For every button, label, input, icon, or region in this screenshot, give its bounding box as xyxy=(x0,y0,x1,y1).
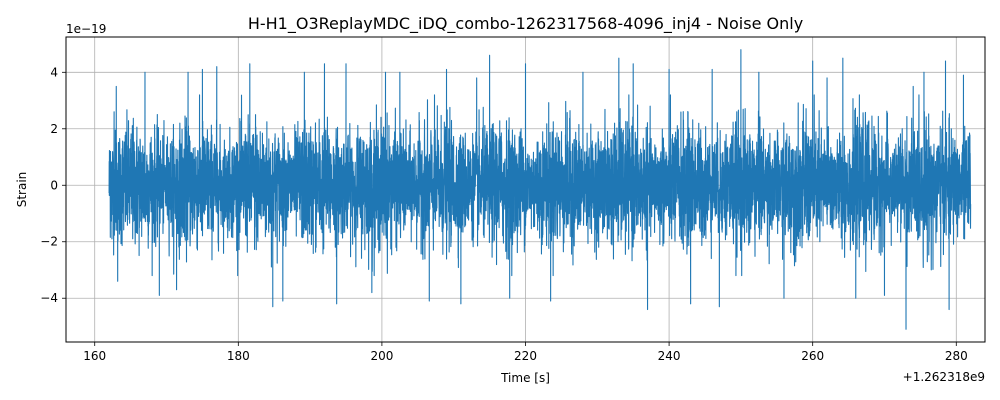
y-axis-title: Strain xyxy=(15,172,29,208)
chart-title: H-H1_O3ReplayMDC_iDQ_combo-1262317568-40… xyxy=(248,14,803,34)
x-tick-label: 180 xyxy=(227,349,250,363)
y-tick-label: 2 xyxy=(50,122,58,136)
x-tick-label: 220 xyxy=(514,349,537,363)
x-axis-offset-label: +1.262318e9 xyxy=(903,370,985,384)
ticks: 160 180 200 220 240 260 280 −4 −2 0 2 4 xyxy=(40,65,967,363)
y-tick-label: 0 xyxy=(50,178,58,192)
x-tick-label: 260 xyxy=(801,349,824,363)
series-layer xyxy=(108,49,972,330)
y-tick-label: −4 xyxy=(40,291,58,305)
y-tick-label: −2 xyxy=(40,235,58,249)
x-tick-label: 200 xyxy=(370,349,393,363)
x-axis-title: Time [s] xyxy=(500,371,550,385)
y-tick-label: 4 xyxy=(50,65,58,79)
series-line xyxy=(108,49,972,330)
x-tick-label: 160 xyxy=(83,349,106,363)
y-axis-exponent-label: 1e−19 xyxy=(66,22,106,36)
x-tick-label: 240 xyxy=(658,349,681,363)
x-tick-label: 280 xyxy=(945,349,968,363)
